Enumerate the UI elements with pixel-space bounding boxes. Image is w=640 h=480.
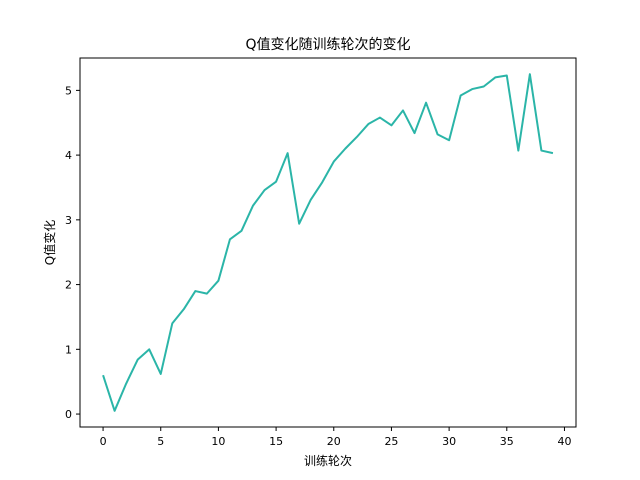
x-tick-label: 30 [442,435,456,448]
x-tick-label: 15 [269,435,283,448]
y-tick-label: 2 [65,279,72,292]
x-tick-label: 0 [100,435,107,448]
x-tick-label: 20 [327,435,341,448]
y-tick-label: 5 [65,84,72,97]
x-tick-label: 5 [157,435,164,448]
y-tick-label: 4 [65,149,72,162]
x-tick-label: 10 [211,435,225,448]
y-tick-label: 3 [65,214,72,227]
series-line [102,73,554,412]
x-tick-label: 40 [557,435,571,448]
axes-frame [79,57,577,428]
series-layer [102,73,554,412]
y-tick-label: 0 [65,408,72,421]
x-axis: 0 5 10 15 20 25 30 35 40 [100,427,571,448]
y-axis-label: Q值变化 [42,220,57,265]
x-tick-label: 25 [384,435,398,448]
y-tick-label: 1 [65,343,72,356]
y-axis: 0 1 2 3 4 5 [65,84,80,421]
x-axis-label: 训练轮次 [304,453,352,468]
x-tick-label: 35 [500,435,514,448]
chart-title: Q值变化随训练轮次的变化 [245,37,410,53]
